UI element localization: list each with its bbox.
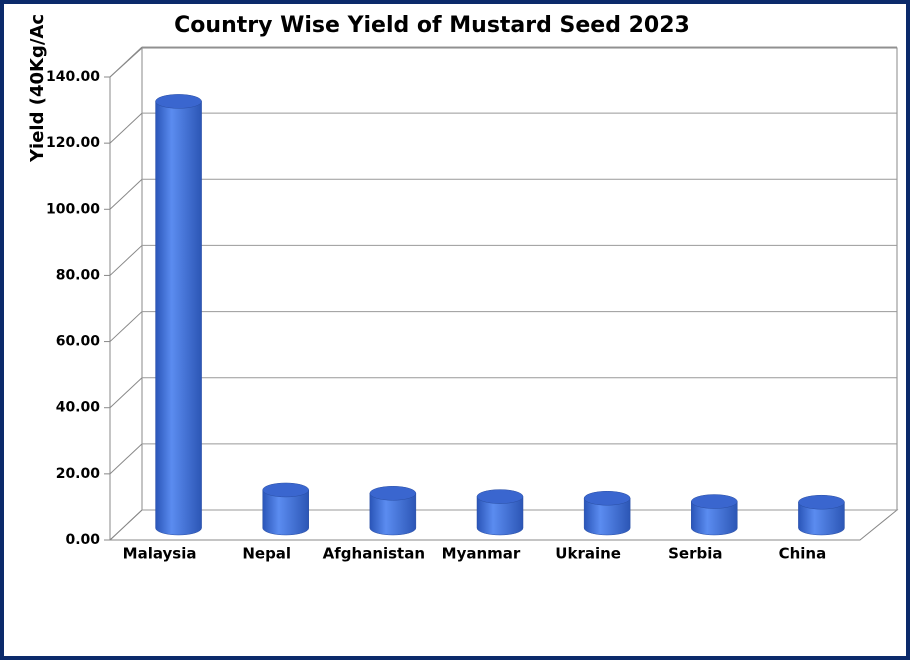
grid-line: [109, 46, 143, 78]
bar-cap: [155, 94, 202, 109]
grid-line: [109, 311, 143, 342]
bar: [262, 489, 309, 536]
bar-cap: [262, 482, 309, 498]
y-tick-label: 40.00: [56, 400, 101, 416]
grid-line: [109, 377, 143, 409]
bar-cap: [476, 489, 524, 504]
bar-cap: [369, 486, 417, 501]
bar: [476, 496, 524, 536]
grid-line: [109, 509, 143, 541]
x-tick-label: Ukraine: [555, 545, 621, 563]
back-wall: [141, 47, 898, 511]
y-tick-label: 0.00: [65, 532, 100, 548]
bar: [691, 501, 738, 536]
y-tick-label: 100.00: [46, 201, 100, 217]
x-tick-label: Afghanistan: [323, 545, 425, 563]
y-tick-label: 80.00: [56, 267, 101, 283]
x-tick-label: Malaysia: [123, 545, 197, 563]
y-label-group: Yield (40Kg/Ac: [27, 14, 48, 163]
bar: [155, 101, 202, 536]
grid-line: [109, 245, 143, 276]
y-tick-label: 140.00: [46, 69, 100, 85]
bar: [369, 493, 417, 536]
y-tick-label: 20.00: [56, 466, 101, 482]
bar-cap: [798, 494, 845, 510]
bar-cap: [583, 490, 631, 506]
grid-line: [109, 178, 143, 210]
y-tick-label: 120.00: [46, 135, 100, 151]
x-tick-label: Serbia: [668, 545, 722, 563]
bar: [798, 501, 845, 536]
grid-line: [109, 112, 143, 144]
bar: [583, 497, 631, 536]
y-tick-label: 60.00: [56, 334, 101, 350]
x-tick-label: Nepal: [242, 545, 291, 563]
x-tick-label: China: [779, 545, 827, 563]
y-axis-label: Yield (40Kg/Ac: [27, 14, 48, 163]
x-tick-label: Myanmar: [442, 545, 521, 563]
grid-line: [109, 443, 143, 475]
bar-cap: [691, 494, 738, 509]
chart-title: Country Wise Yield of Mustard Seed 2023: [174, 13, 690, 38]
